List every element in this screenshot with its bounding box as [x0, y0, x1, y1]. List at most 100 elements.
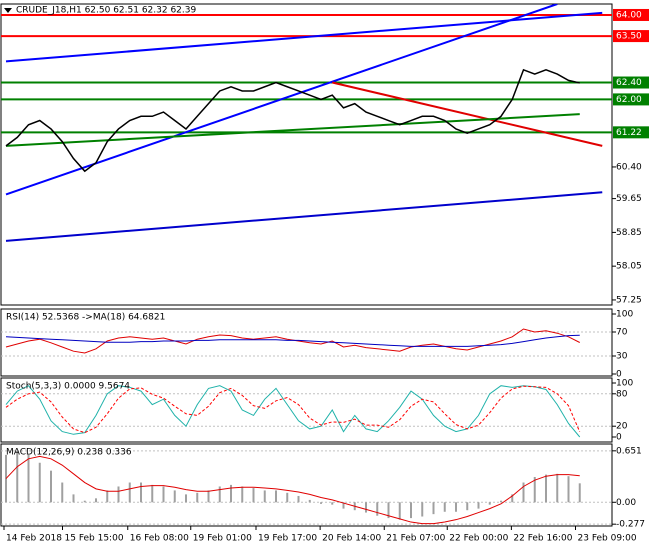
- histogram-bar: [286, 492, 289, 503]
- plot-area: [1, 4, 612, 242]
- histogram-bar: [16, 450, 19, 503]
- x-tick-label: 22 Feb 16:00: [513, 534, 572, 544]
- y-tick-label: 80: [616, 389, 628, 399]
- trendline: [5, 4, 558, 196]
- histogram-bar: [297, 495, 300, 503]
- histogram-bar: [230, 484, 232, 503]
- panel-frame: [0, 3, 613, 306]
- y-tick-label: 59.65: [616, 194, 642, 204]
- series-line: [5, 334, 580, 347]
- histogram-bar: [320, 502, 322, 504]
- histogram-bar: [578, 483, 581, 503]
- histogram-bar: [432, 502, 435, 515]
- trendline: [5, 113, 580, 147]
- y-tick-label: 60.40: [616, 162, 642, 172]
- level-label-box: [613, 126, 649, 139]
- x-tick-label: 19 Feb 01:00: [193, 534, 252, 544]
- panel-title: MACD(12,26,9) 0.238 0.336: [6, 448, 132, 458]
- trendline: [5, 191, 603, 242]
- histogram-bar: [50, 470, 52, 503]
- histogram-bar: [342, 502, 345, 509]
- histogram-bar: [151, 484, 154, 503]
- x-tick-label: 16 Feb 08:00: [130, 534, 189, 544]
- histogram-bar: [376, 502, 379, 516]
- x-tick-label: 20 Feb 14:00: [322, 534, 381, 544]
- y-tick-label: 57.25: [616, 295, 642, 305]
- y-tick-label: 30: [616, 352, 628, 362]
- series-line: [5, 68, 580, 173]
- panel-title: RSI(14) 52.5368 ->MA(18) 64.6821: [6, 313, 165, 323]
- panel-frame: [0, 443, 613, 527]
- x-tick-label: 14 Feb 2018: [6, 534, 62, 544]
- x-tick-label: 22 Feb 00:00: [449, 534, 508, 544]
- histogram-bar: [455, 502, 457, 512]
- histogram-bar: [241, 486, 244, 503]
- y-tick-label: 0.00: [616, 498, 636, 508]
- panel-frame: [0, 377, 613, 443]
- histogram-bar: [275, 490, 277, 503]
- histogram-bar: [27, 454, 30, 503]
- y-tick-label: 0: [616, 433, 622, 443]
- y-tick-label: 70: [616, 328, 628, 338]
- y-tick-label: 0: [616, 370, 622, 380]
- histogram-bar: [252, 488, 255, 503]
- y-tick-label: 100: [616, 310, 633, 320]
- histogram-bar: [196, 492, 199, 503]
- level-label-box: [613, 8, 649, 21]
- trendline: [332, 81, 603, 147]
- plot-area: [1, 328, 612, 357]
- series-line: [5, 385, 581, 434]
- y-tick-label: 58.05: [616, 262, 642, 272]
- histogram-bar: [410, 502, 412, 519]
- histogram-bar: [72, 494, 75, 503]
- histogram-bar: [511, 494, 514, 503]
- histogram-bar: [365, 502, 367, 513]
- series-line: [5, 385, 581, 438]
- histogram-bar: [263, 490, 266, 503]
- histogram-bar: [308, 499, 311, 503]
- y-tick-label: 58.85: [616, 228, 642, 238]
- level-label: 64.00: [616, 10, 642, 20]
- histogram-bar: [331, 502, 334, 505]
- level-label: 63.50: [616, 32, 642, 42]
- histogram-bar: [477, 502, 480, 509]
- collapse-icon: [4, 8, 12, 13]
- trendline: [5, 11, 603, 63]
- level-label-box: [613, 76, 649, 89]
- histogram-bar: [556, 473, 559, 503]
- histogram-bar: [61, 482, 64, 503]
- histogram-bar: [488, 502, 491, 505]
- histogram-bar: [173, 490, 176, 503]
- histogram-bar: [162, 486, 165, 503]
- level-label-box: [613, 93, 649, 106]
- y-tick-label: 100: [616, 379, 633, 389]
- level-label: 62.00: [616, 95, 642, 105]
- x-tick-label: 15 Feb 15:00: [65, 534, 124, 544]
- plot-area: [1, 385, 612, 438]
- histogram-bar: [128, 482, 131, 503]
- panel-title: CRUDE_J18,H1 62.50 62.51 62.32 62.39: [16, 6, 196, 16]
- histogram-bar: [207, 490, 210, 503]
- plot-area: [1, 450, 612, 525]
- histogram-bar: [533, 476, 536, 503]
- histogram-bar: [83, 500, 86, 503]
- histogram-bar: [117, 486, 120, 503]
- histogram-bar: [421, 502, 424, 517]
- x-tick-label: 19 Feb 17:00: [258, 534, 317, 544]
- level-label: 61.22: [616, 128, 642, 138]
- y-tick-label: -0.277: [616, 520, 645, 530]
- histogram-bar: [185, 494, 187, 503]
- y-tick-label: 0.651: [616, 446, 642, 456]
- level-label: 62.40: [616, 78, 642, 88]
- histogram-bar: [443, 502, 446, 512]
- histogram-bar: [140, 482, 142, 503]
- panel-frame: [0, 308, 613, 377]
- x-tick-label: 21 Feb 07:00: [386, 534, 445, 544]
- histogram-bar: [466, 502, 469, 511]
- histogram-bar: [95, 498, 97, 503]
- level-label-box: [613, 30, 649, 43]
- histogram-bar: [106, 490, 109, 503]
